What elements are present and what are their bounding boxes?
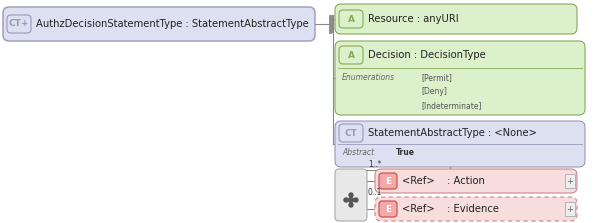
FancyBboxPatch shape (335, 41, 585, 115)
Circle shape (349, 203, 353, 207)
Text: Decision : DecisionType: Decision : DecisionType (368, 50, 486, 60)
Text: Abstract: Abstract (342, 148, 374, 157)
Circle shape (344, 198, 348, 202)
Text: StatementAbstractType : <None>: StatementAbstractType : <None> (368, 128, 537, 138)
Text: A: A (347, 50, 355, 60)
Text: True: True (396, 148, 415, 157)
FancyBboxPatch shape (339, 10, 363, 28)
FancyBboxPatch shape (375, 169, 577, 193)
FancyBboxPatch shape (375, 197, 577, 221)
Text: [Indeterminate]: [Indeterminate] (421, 101, 482, 110)
Text: +: + (567, 176, 573, 186)
FancyBboxPatch shape (335, 4, 577, 34)
Text: <Ref>    : Evidence: <Ref> : Evidence (402, 204, 499, 214)
Text: AuthzDecisionStatementType : StatementAbstractType: AuthzDecisionStatementType : StatementAb… (36, 19, 309, 29)
FancyBboxPatch shape (379, 201, 397, 217)
FancyBboxPatch shape (335, 169, 367, 221)
Text: 1..*: 1..* (368, 160, 381, 169)
Text: CT+: CT+ (9, 19, 29, 29)
FancyBboxPatch shape (565, 202, 575, 216)
Text: 0..1: 0..1 (368, 188, 383, 197)
FancyBboxPatch shape (339, 124, 363, 142)
Text: E: E (385, 176, 391, 186)
Text: Enumerations: Enumerations (342, 73, 395, 82)
Circle shape (354, 198, 358, 202)
FancyBboxPatch shape (7, 15, 31, 33)
FancyBboxPatch shape (335, 121, 585, 167)
FancyBboxPatch shape (3, 7, 315, 41)
Text: Resource : anyURI: Resource : anyURI (368, 14, 459, 24)
FancyBboxPatch shape (565, 174, 575, 188)
FancyBboxPatch shape (339, 46, 363, 64)
FancyBboxPatch shape (379, 173, 397, 189)
Circle shape (349, 198, 353, 202)
Text: E: E (385, 204, 391, 213)
Text: [Deny]: [Deny] (421, 87, 447, 96)
Text: <Ref>    : Action: <Ref> : Action (402, 176, 485, 186)
Text: CT: CT (344, 128, 358, 138)
Circle shape (349, 193, 353, 197)
Text: A: A (347, 14, 355, 23)
Text: +: + (567, 204, 573, 213)
Text: [Permit]: [Permit] (421, 73, 452, 82)
